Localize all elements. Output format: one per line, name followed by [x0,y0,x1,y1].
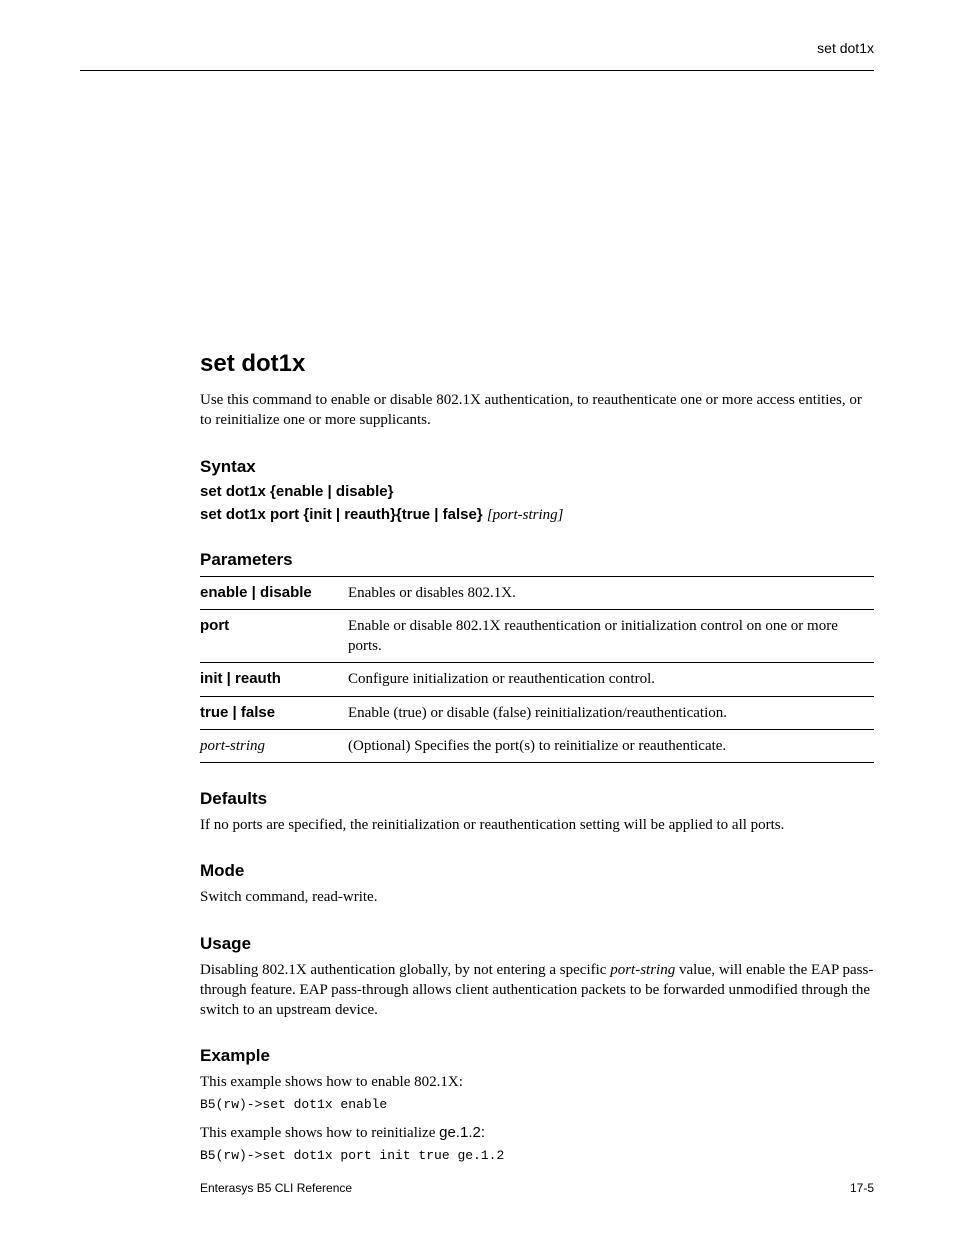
syntax-line-2: set dot1x port {init | reauth}{true | fa… [200,506,874,524]
defaults-text: If no ports are specified, the reinitial… [200,815,874,835]
example-intro-1: This example shows how to enable 802.1X: [200,1072,874,1092]
param-name-var: port-string [200,738,265,754]
page: set dot1x set dot1x Use this command to … [0,0,954,1235]
header-rule [80,70,874,71]
usage-pre: Disabling 802.1X authentication globally… [200,962,610,978]
example-heading: Example [200,1046,874,1066]
param-desc: Enable (true) or disable (false) reiniti… [348,696,874,729]
mode-heading: Mode [200,861,874,881]
table-row: port Enable or disable 802.1X reauthenti… [200,609,874,663]
syntax-kw: {enable | disable} [270,483,393,500]
syntax-kw: set dot1x [200,483,266,500]
example-intro-2-port: ge.1.2: [439,1124,485,1141]
syntax-var: [port-string] [487,507,564,523]
example-intro-2-pre: This example shows how to reinitialize [200,1125,439,1141]
content-area: set dot1x Use this command to enable or … [200,350,874,1165]
mode-text: Switch command, read-write. [200,887,874,907]
param-desc: Configure initialization or reauthentica… [348,663,874,696]
param-name: enable | disable [200,576,348,609]
defaults-heading: Defaults [200,789,874,809]
table-row: enable | disable Enables or disables 802… [200,576,874,609]
table-row: true | false Enable (true) or disable (f… [200,696,874,729]
param-name: true | false [200,696,348,729]
example-intro-2: This example shows how to reinitialize g… [200,1123,874,1143]
footer-left: Enterasys B5 CLI Reference [200,1181,352,1195]
param-name: init | reauth [200,663,348,696]
table-row: port-string (Optional) Specifies the por… [200,729,874,762]
syntax-line-1: set dot1x {enable | disable} [200,483,874,500]
syntax-kw: set dot1x port [200,506,303,523]
usage-heading: Usage [200,934,874,954]
usage-var: port-string [610,962,675,978]
table-row: init | reauth Configure initialization o… [200,663,874,696]
param-name: port [200,609,348,663]
parameters-table: enable | disable Enables or disables 802… [200,576,874,764]
param-desc: Enable or disable 802.1X reauthenticatio… [348,609,874,663]
param-desc: Enables or disables 802.1X. [348,576,874,609]
footer-right: 17-5 [850,1181,874,1195]
param-desc: (Optional) Specifies the port(s) to rein… [348,729,874,762]
syntax-heading: Syntax [200,457,874,477]
usage-text: Disabling 802.1X authentication globally… [200,960,874,1021]
syntax-kw: {init | reauth}{true | false} [303,506,482,523]
intro-paragraph: Use this command to enable or disable 80… [200,390,874,431]
param-name: port-string [200,729,348,762]
example-code-2: B5(rw)->set dot1x port init true ge.1.2 [200,1148,874,1165]
footer: Enterasys B5 CLI Reference 17-5 [200,1181,874,1195]
example-code-1: B5(rw)->set dot1x enable [200,1097,874,1114]
parameters-heading: Parameters [200,550,874,570]
header-command-name: set dot1x [817,40,874,56]
command-title: set dot1x [200,350,874,378]
